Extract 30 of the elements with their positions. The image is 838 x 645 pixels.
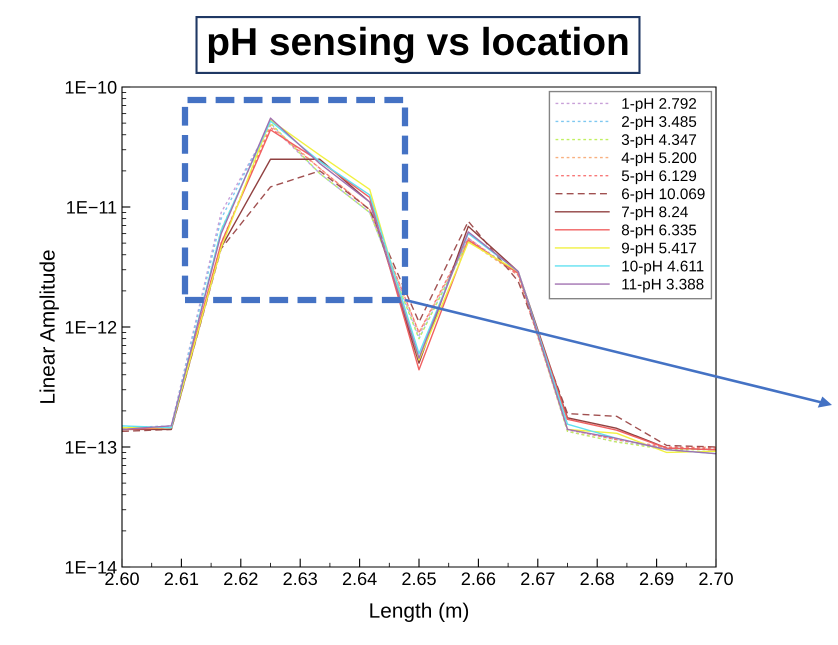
x-tick-label: 2.65 <box>402 572 436 586</box>
legend-label: 9-pH 5.417 <box>622 242 696 256</box>
x-tick-label: 2.70 <box>699 572 733 586</box>
x-tick-label: 2.64 <box>342 572 377 586</box>
x-tick-label: 2.66 <box>462 572 496 586</box>
x-tick-label: 2.62 <box>224 572 258 586</box>
y-tick-label: 1E−12 <box>66 320 116 334</box>
legend-label: 7-pH 8.24 <box>622 206 688 220</box>
y-tick-label: 1E−13 <box>66 440 116 454</box>
x-axis-title: Length (m) <box>370 602 468 622</box>
y-tick-label: 1E−10 <box>66 80 116 94</box>
chart-title: pH sensing vs location <box>208 26 628 64</box>
y-tick-label: 1E−11 <box>67 201 116 214</box>
legend-label: 8-pH 6.335 <box>622 224 696 238</box>
legend-label: 4-pH 5.200 <box>622 152 696 166</box>
x-tick-label: 2.69 <box>640 572 674 586</box>
x-tick-label: 2.60 <box>105 572 139 586</box>
legend-label: 1-pH 2.792 <box>622 98 696 112</box>
y-axis-title: Linear Amplitude <box>39 250 59 403</box>
legend-label: 3-pH 4.347 <box>622 134 696 148</box>
legend-label: 11-pH 3.388 <box>622 278 704 293</box>
x-tick-label: 2.61 <box>164 572 198 586</box>
x-tick-label: 2.67 <box>521 572 554 586</box>
y-tick-label: 1E−14 <box>66 561 117 574</box>
x-tick-label: 2.63 <box>284 572 317 586</box>
legend-label: 6-pH 10.069 <box>622 188 705 202</box>
legend-label: 2-pH 3.485 <box>622 116 696 130</box>
x-tick-label: 2.68 <box>580 572 614 586</box>
legend-label: 5-pH 6.129 <box>622 170 696 184</box>
legend-label: 10-pH 4.611 <box>622 260 704 274</box>
